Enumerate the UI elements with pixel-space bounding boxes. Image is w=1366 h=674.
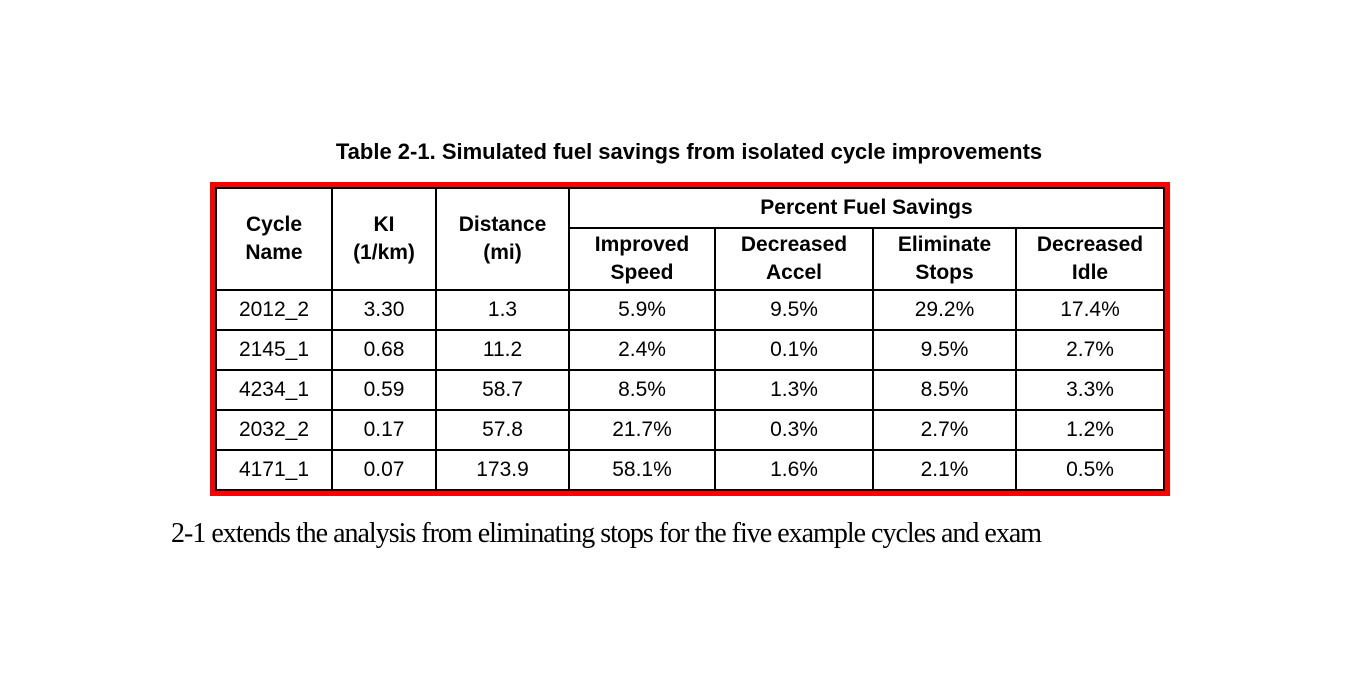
cell-decreased-idle: 17.4% <box>1015 289 1165 331</box>
cell-cycle-name: 2145_1 <box>215 329 333 371</box>
cell-decreased-accel: 1.3% <box>714 369 874 411</box>
cell-distance: 11.2 <box>435 329 570 371</box>
cell-cycle-name: 4234_1 <box>215 369 333 411</box>
cell-improved-speed: 2.4% <box>568 329 716 371</box>
cell-decreased-accel: 0.1% <box>714 329 874 371</box>
cell-decreased-accel: 9.5% <box>714 289 874 331</box>
cell-eliminate-stops: 9.5% <box>872 329 1017 371</box>
cell-cycle-name: 2032_2 <box>215 409 333 451</box>
cell-cycle-name: 2012_2 <box>215 289 333 331</box>
cell-distance: 1.3 <box>435 289 570 331</box>
col-header-ki: KI (1/km) <box>331 187 437 291</box>
col-header-improved-speed: Improved Speed <box>568 227 716 291</box>
header-row-group: Cycle Name KI (1/km) Distance (mi) Perce… <box>215 187 1165 291</box>
cell-decreased-accel: 1.6% <box>714 449 874 491</box>
table-row: 2012_2 3.30 1.3 5.9% 9.5% 29.2% 17.4% <box>215 289 1165 331</box>
cell-distance: 57.8 <box>435 409 570 451</box>
cell-eliminate-stops: 8.5% <box>872 369 1017 411</box>
table-row: 4171_1 0.07 173.9 58.1% 1.6% 2.1% 0.5% <box>215 449 1165 491</box>
col-header-distance: Distance (mi) <box>435 187 570 291</box>
cell-eliminate-stops: 2.1% <box>872 449 1017 491</box>
cell-ki: 0.59 <box>331 369 437 411</box>
cell-ki: 0.07 <box>331 449 437 491</box>
cell-decreased-idle: 2.7% <box>1015 329 1165 371</box>
cell-cycle-name: 4171_1 <box>215 449 333 491</box>
fuel-savings-table: Cycle Name KI (1/km) Distance (mi) Perce… <box>215 187 1165 491</box>
cell-eliminate-stops: 2.7% <box>872 409 1017 451</box>
col-header-cycle-name: Cycle Name <box>215 187 333 291</box>
table-row: 2145_1 0.68 11.2 2.4% 0.1% 9.5% 2.7% <box>215 329 1165 371</box>
table-row: 2032_2 0.17 57.8 21.7% 0.3% 2.7% 1.2% <box>215 409 1165 451</box>
col-header-decreased-accel: Decreased Accel <box>714 227 874 291</box>
cell-improved-speed: 8.5% <box>568 369 716 411</box>
cell-eliminate-stops: 29.2% <box>872 289 1017 331</box>
cell-improved-speed: 21.7% <box>568 409 716 451</box>
cell-distance: 173.9 <box>435 449 570 491</box>
col-header-decreased-idle: Decreased Idle <box>1015 227 1165 291</box>
header-row-subcolumns: Improved Speed Decreased Accel Eliminate… <box>216 227 1165 291</box>
body-text-line: 2-1 extends the analysis from eliminatin… <box>171 518 1042 549</box>
cell-ki: 3.30 <box>331 289 437 331</box>
fuel-savings-table-frame: Cycle Name KI (1/km) Distance (mi) Perce… <box>210 182 1170 496</box>
table-row: 4234_1 0.59 58.7 8.5% 1.3% 8.5% 3.3% <box>215 369 1165 411</box>
cell-decreased-accel: 0.3% <box>714 409 874 451</box>
cell-improved-speed: 5.9% <box>568 289 716 331</box>
cell-decreased-idle: 0.5% <box>1015 449 1165 491</box>
cell-distance: 58.7 <box>435 369 570 411</box>
cell-ki: 0.17 <box>331 409 437 451</box>
cell-improved-speed: 58.1% <box>568 449 716 491</box>
cell-ki: 0.68 <box>331 329 437 371</box>
table-caption: Table 2-1. Simulated fuel savings from i… <box>335 139 1043 164</box>
col-group-header-percent-fuel-savings: Percent Fuel Savings <box>568 187 1165 229</box>
col-header-eliminate-stops: Eliminate Stops <box>872 227 1017 291</box>
cell-decreased-idle: 3.3% <box>1015 369 1165 411</box>
cell-decreased-idle: 1.2% <box>1015 409 1165 451</box>
